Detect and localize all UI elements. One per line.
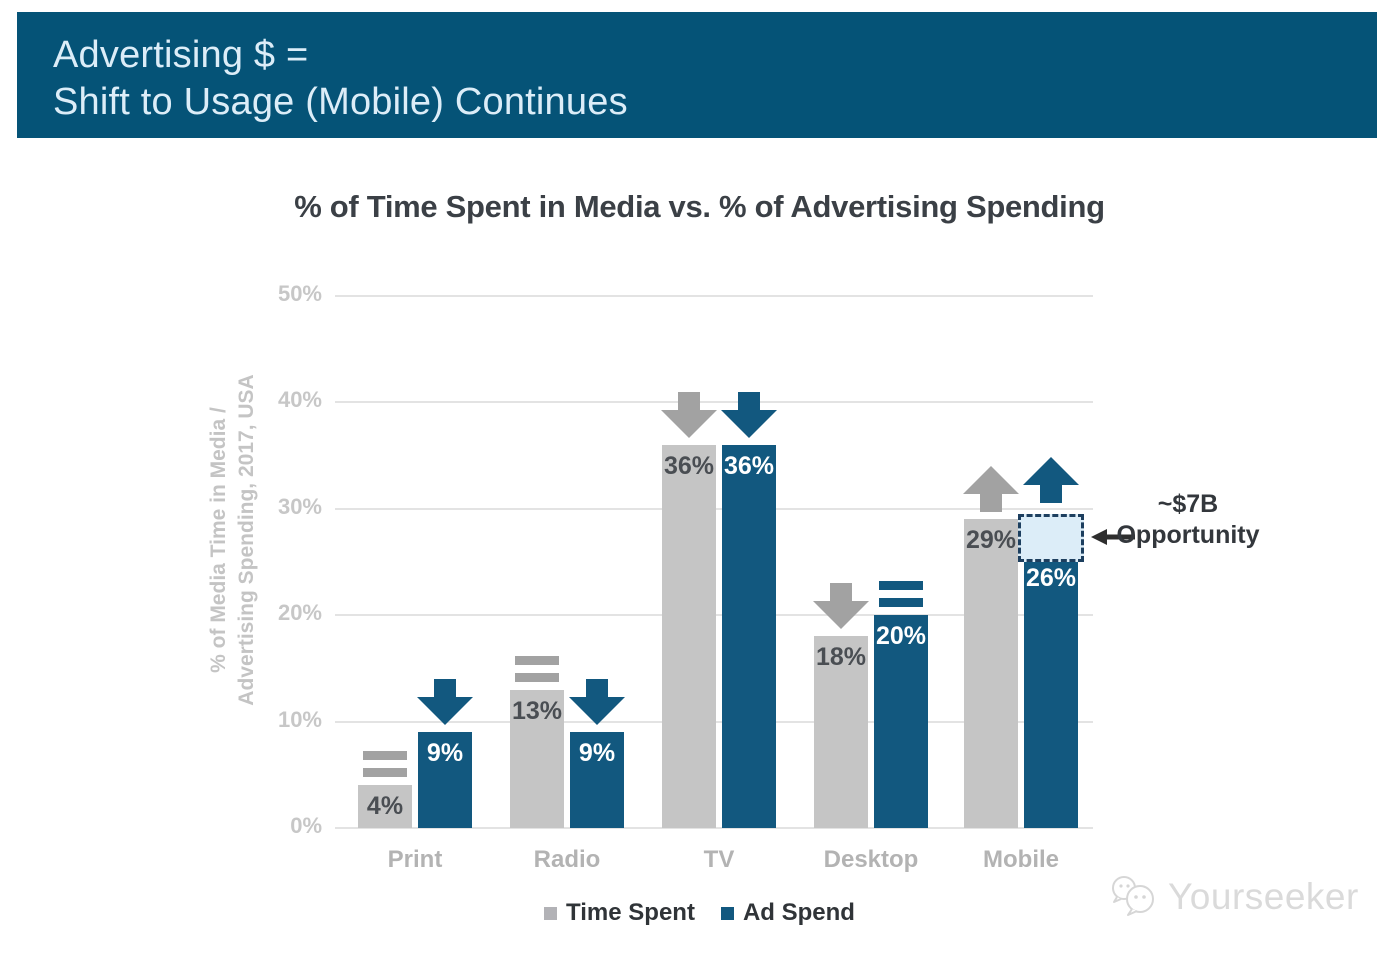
category-label-desktop: Desktop [823, 846, 919, 873]
legend-item-ad-spend: Ad Spend [720, 899, 855, 927]
bar-time-spent-radio [510, 690, 564, 828]
bar-value-label: 13% [511, 697, 563, 725]
bar-ad-spend-tv [722, 445, 776, 828]
y-tick-label: 50% [277, 280, 322, 306]
category-label-print: Print [387, 846, 443, 873]
legend-item-time-spent: Time Spent [544, 899, 695, 927]
bar-ad-spend-radio [570, 732, 624, 828]
gridline [335, 294, 1093, 297]
bar-value-label: 26% [1025, 564, 1077, 592]
trend-down-icon [813, 583, 869, 629]
chart-title: % of Time Spent in Media vs. % of Advert… [294, 189, 1105, 224]
bar-value-label: 36% [663, 452, 715, 480]
equal-stripe [363, 751, 407, 760]
trend-down-icon [417, 679, 473, 725]
trend-equal-icon [879, 581, 923, 615]
opportunity-annotation: ~$7B Opportunity [1108, 489, 1268, 551]
trend-down-icon [569, 679, 625, 725]
trend-equal-icon [363, 751, 407, 785]
bar-value-label: 18% [815, 643, 867, 671]
trend-down-icon [721, 392, 777, 438]
bar-value-label: 29% [965, 526, 1017, 554]
gridline [335, 401, 1093, 403]
y-tick-label: 30% [277, 493, 322, 519]
y-tick-label: 10% [277, 706, 322, 732]
banner-title-line2: Shift to Usage (Mobile) Continues [53, 81, 628, 123]
equal-stripe [515, 673, 559, 682]
legend-label-time-spent: Time Spent [566, 899, 695, 926]
time-spent-swatch-icon [544, 906, 558, 920]
bar-value-label: 4% [366, 792, 404, 820]
y-tick-label: 0% [290, 813, 322, 838]
bar-value-label: 36% [723, 452, 775, 480]
category-label-tv: TV [703, 846, 735, 873]
gridline [335, 827, 1093, 829]
equal-stripe [363, 768, 407, 777]
bar-ad-spend-desktop [874, 615, 928, 828]
y-tick-label: 40% [277, 387, 322, 412]
bar-value-label: 9% [578, 739, 616, 767]
chart-legend: Time Spent Ad Spend [0, 899, 1399, 927]
trend-up-icon [1023, 457, 1079, 503]
header-banner: Advertising $ = Shift to Usage (Mobile) … [17, 12, 1377, 138]
chat-bubbles-icon [1112, 876, 1154, 916]
bar-time-spent-mobile [964, 519, 1018, 828]
opportunity-amount: ~$7B [1157, 490, 1219, 518]
trend-down-icon [661, 392, 717, 438]
bar-time-spent-desktop [814, 636, 868, 828]
banner-title-line1: Advertising $ = [53, 34, 309, 76]
bar-ad-spend-mobile [1024, 551, 1078, 828]
category-label-mobile: Mobile [983, 846, 1059, 873]
y-tick-label: 20% [277, 600, 322, 625]
equal-stripe [515, 656, 559, 665]
category-label-radio: Radio [533, 846, 601, 873]
opportunity-word: Opportunity [1116, 521, 1260, 549]
trend-equal-icon [515, 656, 559, 690]
bar-time-spent-print [358, 785, 412, 828]
equal-stripe [879, 581, 923, 590]
opportunity-box [1018, 514, 1084, 562]
equal-stripe [879, 598, 923, 607]
bar-time-spent-tv [662, 445, 716, 828]
trend-up-icon [963, 466, 1019, 512]
watermark-text: Yourseeker [1168, 876, 1359, 917]
ad-spend-swatch-icon [720, 906, 734, 920]
bar-value-label: 20% [875, 622, 927, 650]
bar-ad-spend-print [418, 732, 472, 828]
left-arrow-icon [1091, 529, 1135, 545]
legend-label-ad-spend: Ad Spend [742, 899, 855, 926]
bar-value-label: 9% [426, 739, 464, 767]
watermark: Yourseeker [1108, 874, 1359, 920]
